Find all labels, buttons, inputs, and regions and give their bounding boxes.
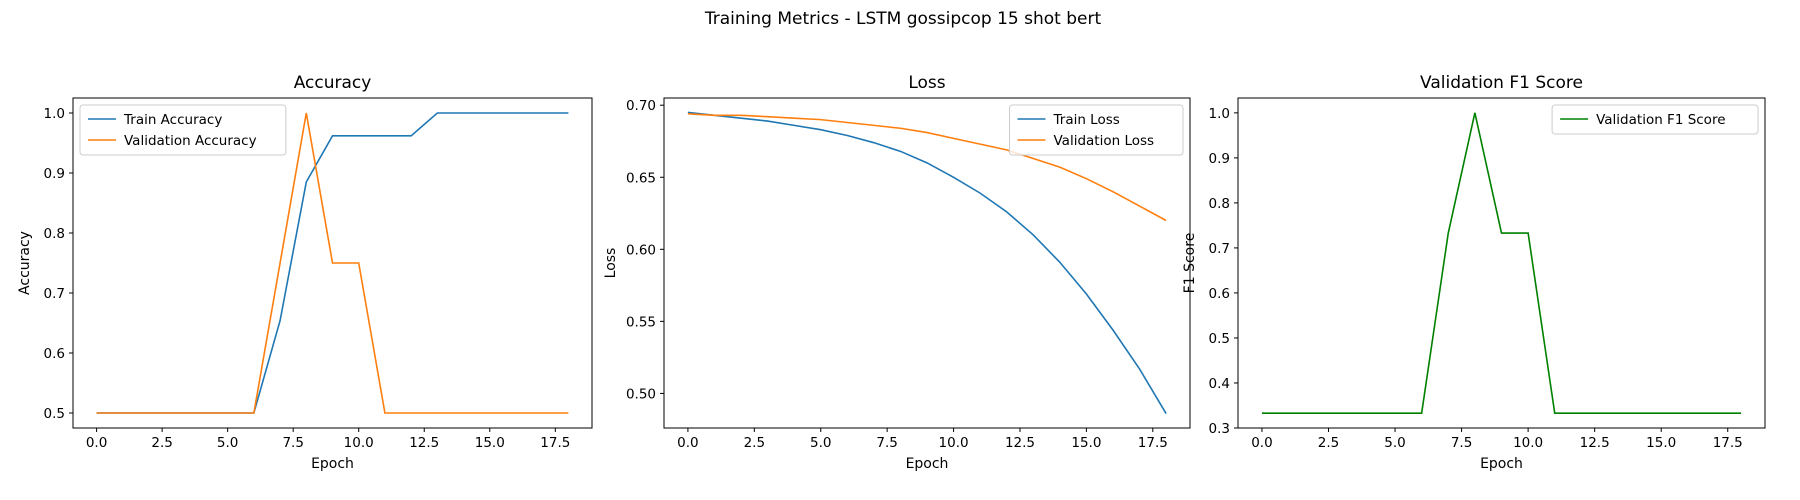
chart-title: Loss	[908, 73, 945, 93]
x-axis-label: Epoch	[1480, 456, 1523, 472]
x-tick-label: 0.0	[1251, 435, 1272, 451]
y-tick-label: 0.7	[1209, 241, 1230, 257]
chart-title: Accuracy	[294, 73, 372, 93]
y-tick-label: 0.7	[44, 286, 65, 302]
legend: Validation F1 Score	[1551, 104, 1759, 135]
x-tick-label: 15.0	[475, 435, 505, 451]
y-tick-label: 0.9	[44, 166, 65, 182]
y-tick-label: 0.9	[1209, 151, 1230, 167]
y-tick-label: 0.5	[1209, 331, 1230, 347]
chart-accuracy: Accuracy 0.0 2.5 5.0 7.5 10.0 12.5 15.0 17.5 0.5 0…	[17, 73, 593, 472]
x-tick-label: 10.0	[939, 435, 969, 451]
legend-box	[79, 104, 287, 156]
x-tick-label: 15.0	[1071, 435, 1101, 451]
legend-box	[1009, 104, 1184, 156]
legend: Train Loss Validation Loss	[1009, 104, 1184, 156]
y-axis-label: F1 Score	[1182, 233, 1198, 294]
y-tick-label: 1.0	[1209, 106, 1230, 122]
figure-title: Training Metrics - LSTM gossipcop 15 sho…	[704, 9, 1102, 29]
chart-f1: Validation F1 Score 0.0 2.5 5.0 7.5 10.0 12.5 1…	[1182, 73, 1766, 472]
chart-loss: Loss 0.0 2.5 5.0 7.5 10.0 12.5 15.0 17.5 0.50 0.55…	[603, 73, 1191, 472]
legend-entry: Validation Loss	[1054, 133, 1155, 149]
y-tick-label: 0.60	[626, 242, 656, 258]
y-tick-label: 0.4	[1209, 376, 1230, 392]
y-axis-label: Accuracy	[17, 231, 33, 295]
x-tick-label: 5.0	[217, 435, 238, 451]
legend: Train Accuracy Validation Accuracy	[79, 104, 287, 156]
x-tick-label: 7.5	[1451, 435, 1472, 451]
legend-entry: Validation F1 Score	[1596, 112, 1725, 128]
y-tick-label: 0.3	[1209, 421, 1230, 437]
y-tick-label: 1.0	[44, 106, 65, 122]
axes-frame	[663, 97, 1191, 429]
x-tick-label: 2.5	[744, 435, 765, 451]
y-tick-label: 0.55	[626, 314, 656, 330]
axes-frame	[72, 97, 593, 429]
x-tick-label: 12.5	[409, 435, 439, 451]
x-tick-label: 5.0	[1384, 435, 1405, 451]
legend-entry: Validation Accuracy	[124, 133, 257, 149]
series-line-1	[687, 113, 1167, 222]
x-tick-label: 7.5	[876, 435, 897, 451]
x-tick-label: 17.5	[540, 435, 570, 451]
series-line-0	[1261, 112, 1742, 414]
chart-title: Validation F1 Score	[1420, 73, 1583, 93]
legend-entry: Train Loss	[1053, 112, 1120, 128]
x-tick-label: 7.5	[282, 435, 303, 451]
series-line-0	[687, 111, 1167, 414]
x-tick-label: 2.5	[1318, 435, 1339, 451]
x-axis-label: Epoch	[311, 456, 354, 472]
x-axis-label: Epoch	[906, 456, 949, 472]
y-tick-label: 0.50	[626, 386, 656, 402]
x-tick-label: 15.0	[1646, 435, 1676, 451]
axes-frame	[1237, 97, 1766, 429]
y-tick-label: 0.70	[626, 98, 656, 114]
y-tick-label: 0.8	[1209, 196, 1230, 212]
y-tick-label: 0.8	[44, 226, 65, 242]
x-tick-label: 5.0	[810, 435, 831, 451]
series-line-1	[96, 112, 569, 414]
x-tick-label: 0.0	[86, 435, 107, 451]
x-tick-label: 17.5	[1713, 435, 1743, 451]
x-tick-label: 12.5	[1580, 435, 1610, 451]
y-tick-label: 0.6	[44, 346, 65, 362]
y-tick-label: 0.65	[626, 170, 656, 186]
x-tick-label: 0.0	[677, 435, 698, 451]
legend-box	[1551, 104, 1759, 135]
x-tick-label: 12.5	[1005, 435, 1035, 451]
x-tick-label: 2.5	[151, 435, 172, 451]
y-tick-label: 0.5	[44, 406, 65, 422]
legend-entry: Train Accuracy	[123, 112, 222, 128]
y-axis-label: Loss	[603, 248, 619, 279]
x-tick-label: 10.0	[344, 435, 374, 451]
x-tick-label: 10.0	[1513, 435, 1543, 451]
x-tick-label: 17.5	[1138, 435, 1168, 451]
y-tick-label: 0.6	[1209, 286, 1230, 302]
